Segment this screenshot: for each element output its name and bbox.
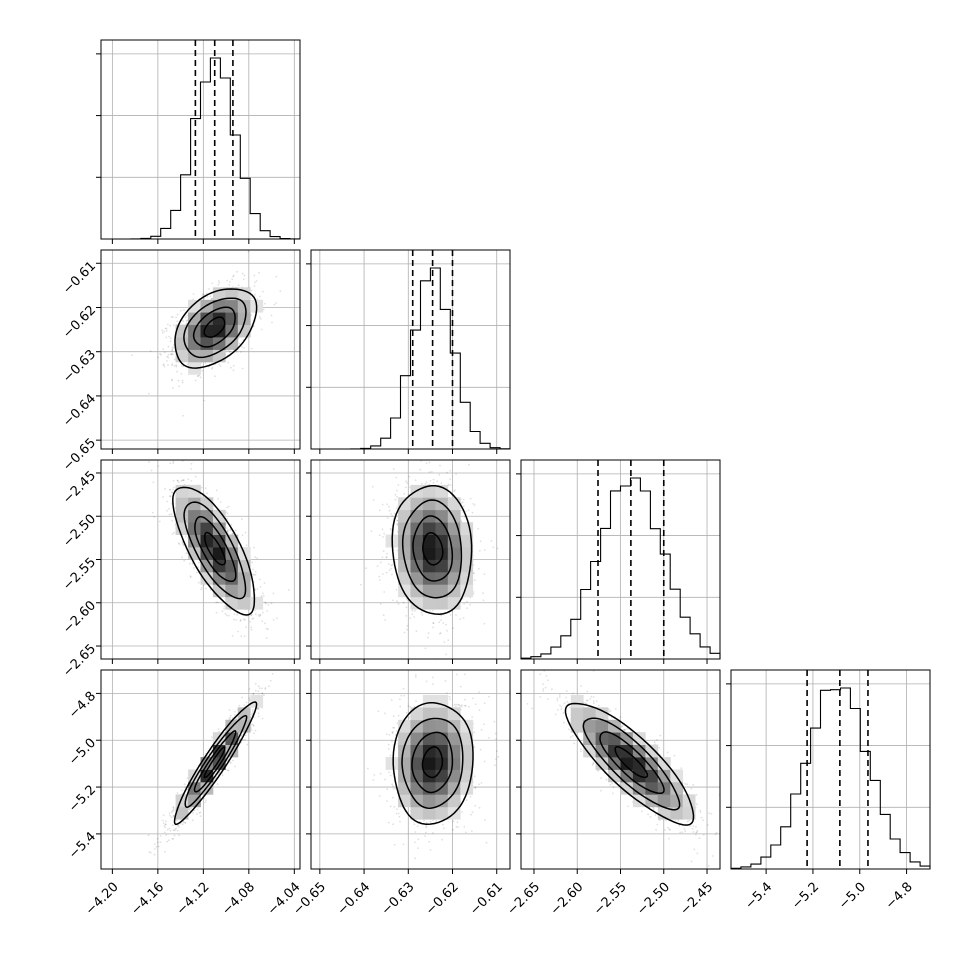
scatter-cloud xyxy=(526,670,720,867)
contour-line xyxy=(564,702,695,826)
x-tick-label: −2.50 xyxy=(634,880,673,919)
contour-line xyxy=(184,714,248,808)
x-tick-label: −0.61 xyxy=(467,880,506,919)
scatter-cloud xyxy=(147,670,277,856)
panel-border xyxy=(730,669,931,870)
contour-line xyxy=(599,731,665,795)
x-tick-label: −5.0 xyxy=(836,880,869,913)
x-tick-label: −2.45 xyxy=(677,880,716,919)
y-tick-label: −0.65 xyxy=(60,436,99,475)
y-tick-label: −5.4 xyxy=(66,829,99,862)
x-tick-label: −4.12 xyxy=(174,880,213,919)
y-tick-label: −2.65 xyxy=(60,641,99,680)
histogram-panel-3 xyxy=(516,459,721,660)
y-tick-label: −0.64 xyxy=(60,391,99,430)
panel-border xyxy=(310,669,511,870)
x-tick-label: −4.20 xyxy=(83,880,122,919)
x-tick-label: −0.62 xyxy=(423,880,462,919)
scatter-panel-2-1 xyxy=(100,249,301,450)
panel-border xyxy=(100,669,301,870)
panel-border xyxy=(100,39,301,240)
y-tick-label: −2.55 xyxy=(60,555,99,594)
histogram-step-2 xyxy=(311,267,511,450)
scatter-panel-4-2 xyxy=(310,669,511,870)
y-tick-label: −2.60 xyxy=(60,598,99,637)
scatter-panel-3-1 xyxy=(100,459,301,660)
panel-border xyxy=(100,249,301,450)
x-tick-label: −0.64 xyxy=(335,880,374,919)
contour-line xyxy=(194,515,237,583)
histogram-step-3 xyxy=(520,477,721,659)
contour-line xyxy=(401,499,463,599)
scatter-panel-4-1 xyxy=(100,669,301,870)
contour-line xyxy=(391,485,473,615)
histogram-step-1 xyxy=(101,57,301,240)
contour-line xyxy=(193,730,237,793)
y-tick-label: −0.62 xyxy=(60,303,99,342)
contour-line xyxy=(401,717,464,809)
contour-line xyxy=(172,486,256,616)
panel-border xyxy=(310,249,511,450)
x-tick-label: −5.2 xyxy=(789,880,822,913)
y-tick-label: −2.50 xyxy=(60,512,99,551)
contour-line xyxy=(582,717,681,811)
contour-line xyxy=(392,702,474,825)
contour-line xyxy=(203,316,226,338)
contour-line xyxy=(412,515,454,582)
x-tick-label: −2.65 xyxy=(504,880,543,919)
x-tick-label: −5.4 xyxy=(742,880,775,913)
contour-line xyxy=(174,288,258,369)
contour-line xyxy=(422,532,444,566)
x-tick-label: −0.63 xyxy=(379,880,418,919)
histogram-step-4 xyxy=(730,687,931,869)
y-tick-label: −5.2 xyxy=(66,783,99,816)
contour-line xyxy=(614,746,649,779)
scatter-cloud xyxy=(366,670,500,860)
y-tick-label: −0.61 xyxy=(60,259,99,298)
contour-line xyxy=(183,297,247,359)
contour-line xyxy=(192,306,236,348)
y-tick-label: −5.0 xyxy=(66,736,99,769)
y-tick-label: −4.8 xyxy=(66,689,99,722)
scatter-cloud xyxy=(148,460,290,639)
x-tick-label: −2.55 xyxy=(591,880,630,919)
contour-line xyxy=(421,746,444,779)
x-tick-label: −4.16 xyxy=(128,880,167,919)
contour-line xyxy=(173,701,258,826)
x-tick-label: −4.8 xyxy=(883,880,916,913)
contour-line xyxy=(203,746,226,779)
histogram-panel-4 xyxy=(726,669,931,870)
x-tick-label: −4.08 xyxy=(219,880,258,919)
scatter-cloud xyxy=(359,460,499,659)
x-tick-label: −2.60 xyxy=(548,880,587,919)
scatter-cloud xyxy=(131,250,282,417)
y-tick-label: −0.63 xyxy=(60,347,99,386)
histogram-panel-1 xyxy=(96,39,301,240)
contour-line xyxy=(411,731,454,794)
y-tick-label: −2.45 xyxy=(60,468,99,507)
histogram-panel-2 xyxy=(306,249,511,450)
contour-line xyxy=(183,501,247,600)
scatter-panel-4-3 xyxy=(520,669,721,870)
contour-line xyxy=(204,531,227,566)
scatter-panel-3-2 xyxy=(310,459,511,660)
